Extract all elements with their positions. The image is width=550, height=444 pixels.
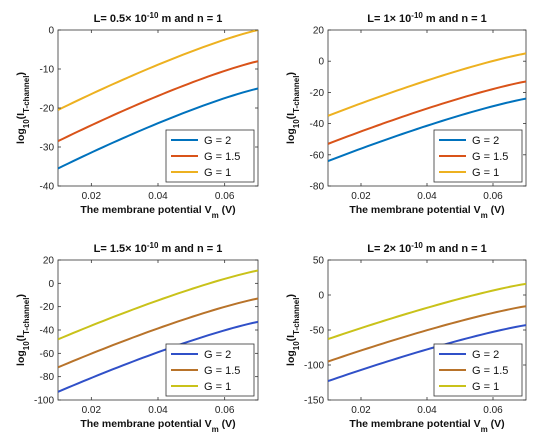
legend-entry: G = 1.5 [472,365,508,377]
chart-1: 0.02 0.04 0.06 -40 -30 -20 -10 0 L= 0.5× 10-10 m… [15,11,259,220]
x-tick-label: 0.06 [483,405,503,416]
series-line-1 [58,87,258,170]
y-tick-label: -40 [40,182,55,193]
legend-entry: G = 1.5 [472,151,508,163]
legend: G = 2 G = 1.5 G = 1 [433,129,523,183]
y-tick-label: -60 [40,349,55,360]
series-lines [58,269,258,393]
y-axis-label: log10(IT-channel) [15,294,31,366]
y-tick-label: 20 [313,26,325,37]
legend-entry: G = 2 [204,349,231,361]
x-tick-label: 0.04 [148,191,168,202]
y-axis-label: log10(IT-channel) [285,294,301,366]
x-tick-label: 0.02 [82,405,102,416]
y-axis-label: log10(IT-channel) [285,72,301,144]
chart-title: L= 1.5× 10-10 m and n = 1 [94,241,223,256]
y-tick-label: -40 [310,119,325,130]
y-tick-label: -150 [304,396,324,407]
series-line-1 [328,324,526,383]
y-tick-label: 20 [43,256,55,267]
x-tick-label: 0.04 [417,405,437,416]
series-line-3 [328,52,526,117]
x-tick-label: 0.06 [215,191,235,202]
chart-title: L= 0.5× 10-10 m and n = 1 [94,11,223,26]
legend-entry: G = 1.5 [204,151,240,163]
y-tick-label: -10 [40,65,55,76]
y-tick-label: 0 [318,57,324,68]
y-tick-label: -80 [310,182,325,193]
series-line-1 [58,320,258,393]
y-axis-label: log10(IT-channel) [15,72,31,144]
x-tick-label: 0.04 [148,405,168,416]
legend-entry: G = 1.5 [204,365,240,377]
series-line-2 [328,80,526,145]
chart-4: 0.02 0.04 0.06 -150 -100 -50 0 50 L= 2× 10-10 m … [285,241,527,434]
legend: G = 2 G = 1.5 G = 1 [165,129,255,183]
series-line-2 [328,305,526,363]
y-tick-label: -30 [40,143,55,154]
x-axis-label: The membrane potential Vm (V) [349,418,504,434]
series-line-2 [58,297,258,369]
chart-2: 0.02 0.04 0.06 -80 -60 -40 -20 0 20 L= 1× 10-10 m… [285,11,527,220]
y-tick-label: -20 [40,302,55,313]
chart-3: 0.02 0.04 0.06 -100 -80 -60 -40 -20 0 20 L= 1.5× 1… [15,241,259,434]
chart-title: L= 2× 10-10 m and n = 1 [367,241,487,256]
legend-entry: G = 1 [204,167,231,179]
y-tick-label: -80 [40,372,55,383]
series-line-2 [58,60,258,143]
series-lines [328,52,526,162]
series-line-1 [328,97,526,162]
y-tick-label: -60 [310,150,325,161]
x-axis-label: The membrane potential Vm (V) [80,418,235,434]
series-line-3 [58,269,258,341]
series-lines [328,282,526,383]
x-axis-label: The membrane potential Vm (V) [80,204,235,220]
y-tick-label: -20 [40,104,55,115]
y-tick-label: -100 [304,361,324,372]
y-tick-label: -50 [310,326,325,337]
y-tick-label: 0 [48,26,54,37]
legend-entry: G = 1 [204,381,231,393]
series-lines [58,30,258,170]
x-tick-label: 0.04 [417,191,437,202]
legend: G = 2 G = 1.5 G = 1 [165,343,255,397]
series-line-3 [58,30,258,111]
legend-entry: G = 2 [472,349,499,361]
y-tick-label: -20 [310,88,325,99]
y-tick-label: 0 [48,279,54,290]
legend-entry: G = 2 [204,135,231,147]
legend: G = 2 G = 1.5 G = 1 [433,343,523,397]
series-line-3 [328,282,526,341]
y-tick-label: 50 [313,256,325,267]
x-tick-label: 0.02 [82,191,102,202]
y-tick-label: 0 [318,291,324,302]
legend-entry: G = 2 [472,135,499,147]
x-tick-label: 0.02 [351,191,371,202]
y-tick-label: -40 [40,326,55,337]
x-tick-label: 0.02 [351,405,371,416]
legend-entry: G = 1 [472,167,499,179]
legend-entry: G = 1 [472,381,499,393]
x-axis-label: The membrane potential Vm (V) [349,204,504,220]
x-tick-label: 0.06 [215,405,235,416]
y-tick-label: -100 [34,396,54,407]
chart-title: L= 1× 10-10 m and n = 1 [367,11,487,26]
x-tick-label: 0.06 [483,191,503,202]
